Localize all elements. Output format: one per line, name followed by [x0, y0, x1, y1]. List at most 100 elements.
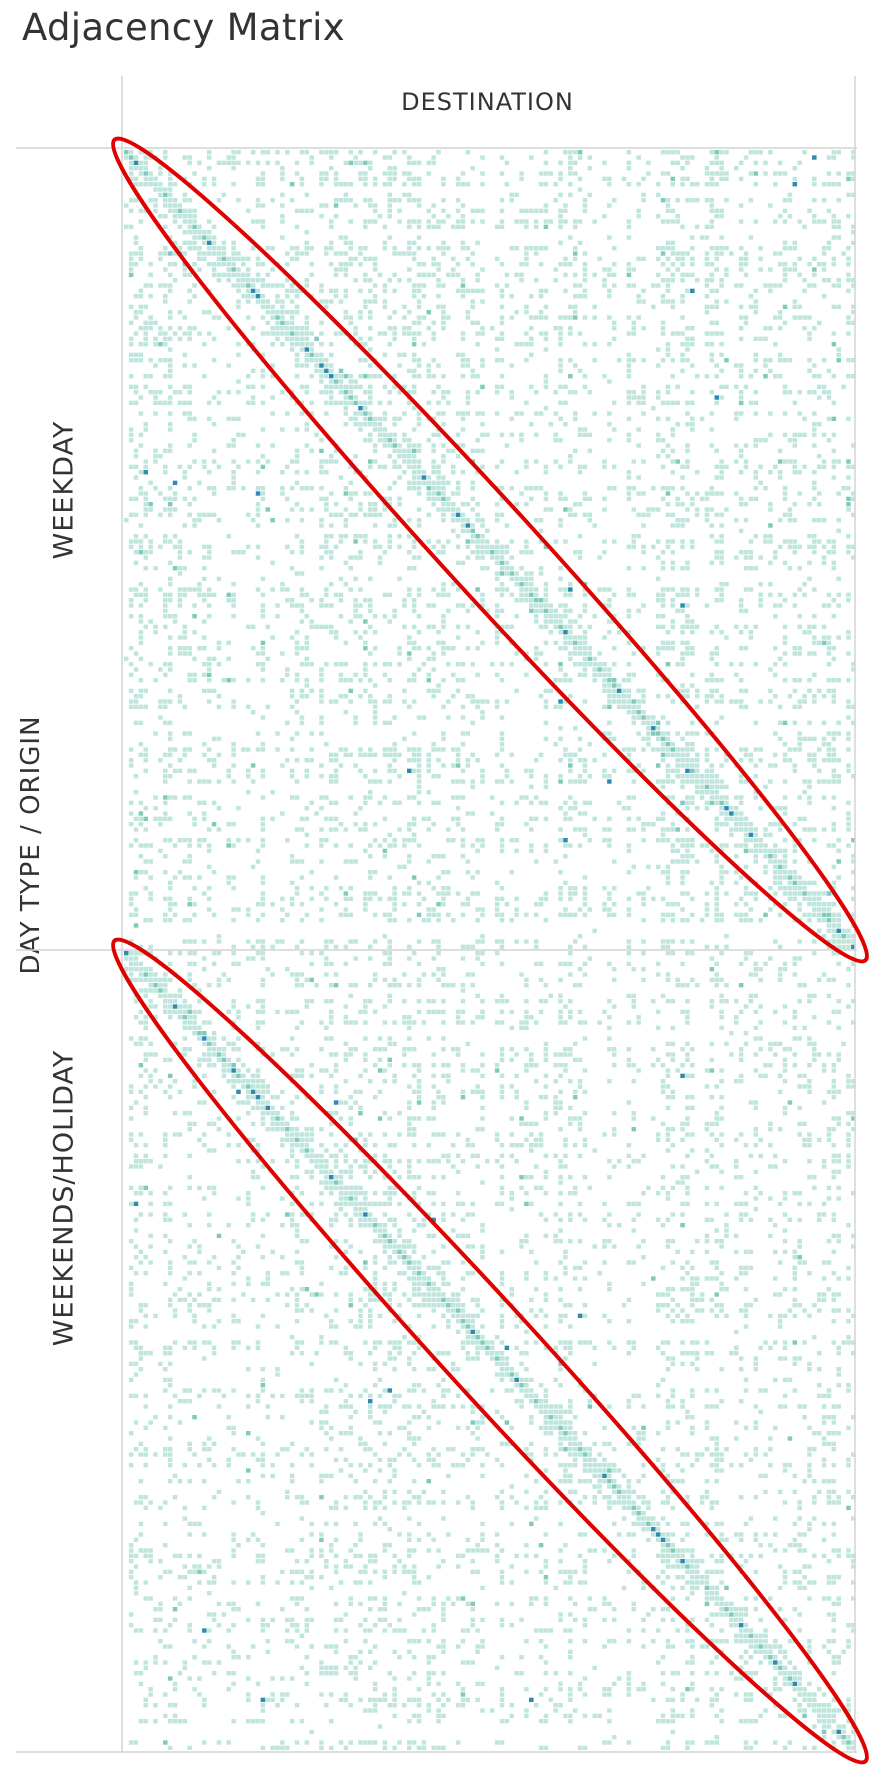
- matrix-cell: [407, 278, 412, 283]
- matrix-cell: [499, 592, 505, 598]
- matrix-cell: [294, 731, 300, 736]
- matrix-cell: [309, 246, 314, 251]
- matrix-cell: [182, 251, 188, 256]
- matrix-cell: [724, 198, 729, 203]
- matrix-cell: [685, 422, 690, 427]
- matrix-cell: [338, 379, 344, 384]
- matrix-cell: [411, 875, 417, 880]
- matrix-cell: [685, 827, 690, 832]
- matrix-cell: [187, 811, 192, 816]
- matrix-cell: [665, 384, 671, 390]
- matrix-cell: [734, 518, 739, 523]
- matrix-cell: [324, 470, 329, 475]
- matrix-cell: [372, 699, 378, 704]
- matrix-cell: [499, 800, 505, 806]
- matrix-cell: [558, 603, 563, 608]
- matrix-cell: [768, 150, 773, 155]
- matrix-cell: [690, 544, 695, 550]
- matrix-cell: [246, 544, 251, 550]
- matrix-cell: [294, 454, 300, 459]
- matrix-cell: [797, 587, 802, 592]
- matrix-cell: [729, 816, 734, 822]
- matrix-cell: [782, 304, 788, 310]
- matrix-cell: [504, 699, 510, 704]
- matrix-cell: [280, 896, 285, 902]
- matrix-cell: [319, 283, 324, 288]
- matrix-cell: [187, 512, 192, 518]
- matrix-cell: [626, 672, 632, 678]
- matrix-cell: [460, 214, 466, 219]
- matrix-cell: [680, 875, 685, 880]
- matrix-cell: [372, 427, 378, 432]
- matrix-cell: [612, 320, 617, 326]
- matrix-cell: [529, 800, 534, 806]
- matrix-cell: [670, 182, 676, 187]
- matrix-cell: [158, 358, 163, 363]
- matrix-cell: [465, 763, 471, 768]
- matrix-cell: [319, 891, 324, 896]
- matrix-cell: [450, 779, 456, 784]
- matrix-cell: [260, 603, 266, 608]
- matrix-cell: [812, 518, 817, 523]
- matrix-cell: [646, 507, 651, 512]
- matrix-cell: [753, 358, 759, 363]
- matrix-cell: [734, 384, 739, 390]
- matrix-cell: [470, 448, 475, 454]
- matrix-cell: [792, 891, 798, 896]
- matrix-cell: [143, 592, 149, 598]
- matrix-cell: [402, 352, 407, 358]
- matrix-cell: [753, 171, 759, 176]
- matrix-cell: [246, 294, 251, 299]
- matrix-cell: [431, 603, 436, 608]
- matrix-cell: [236, 278, 241, 283]
- matrix-cell: [719, 246, 724, 251]
- matrix-cell: [411, 672, 417, 678]
- matrix-cell: [758, 848, 763, 854]
- matrix-cell: [328, 555, 334, 560]
- matrix-cell: [543, 507, 549, 512]
- matrix-cell: [148, 875, 153, 880]
- matrix-cell: [670, 400, 676, 406]
- matrix-cell: [255, 502, 261, 507]
- matrix-cell: [685, 272, 690, 278]
- matrix-cell: [436, 475, 441, 480]
- matrix-cell: [816, 779, 822, 784]
- matrix-cell: [382, 352, 388, 358]
- matrix-cell: [685, 198, 690, 203]
- matrix-cell: [494, 587, 500, 592]
- matrix-cell: [407, 838, 412, 843]
- matrix-cell: [309, 662, 314, 667]
- matrix-cell: [348, 491, 353, 496]
- matrix-cell: [353, 539, 358, 544]
- matrix-cell: [241, 256, 246, 262]
- matrix-cell: [441, 374, 446, 379]
- matrix-cell: [148, 320, 153, 326]
- matrix-cell: [231, 763, 236, 768]
- matrix-cell: [416, 592, 422, 598]
- matrix-cell: [792, 539, 798, 544]
- matrix-cell: [524, 651, 529, 656]
- matrix-cell: [382, 838, 388, 843]
- matrix-cell: [143, 464, 149, 470]
- matrix-cell: [831, 731, 837, 736]
- matrix-cell: [324, 502, 329, 507]
- matrix-cell: [202, 779, 207, 784]
- matrix-cell: [782, 390, 788, 395]
- matrix-cell: [328, 395, 334, 400]
- matrix-cell: [543, 592, 549, 598]
- matrix-cell: [748, 400, 754, 406]
- matrix-cell: [777, 251, 783, 256]
- matrix-cell: [255, 294, 261, 299]
- matrix-cell: [651, 486, 656, 491]
- matrix-cell: [455, 534, 461, 539]
- matrix-cell: [255, 198, 261, 203]
- matrix-cell: [392, 752, 397, 758]
- matrix-cell: [680, 747, 685, 752]
- matrix-cell: [651, 747, 656, 752]
- matrix-cell: [607, 182, 612, 187]
- matrix-cell: [680, 502, 685, 507]
- matrix-cell: [773, 864, 778, 870]
- matrix-cell: [338, 678, 344, 683]
- matrix-cell: [426, 310, 432, 315]
- matrix-cell: [255, 651, 261, 656]
